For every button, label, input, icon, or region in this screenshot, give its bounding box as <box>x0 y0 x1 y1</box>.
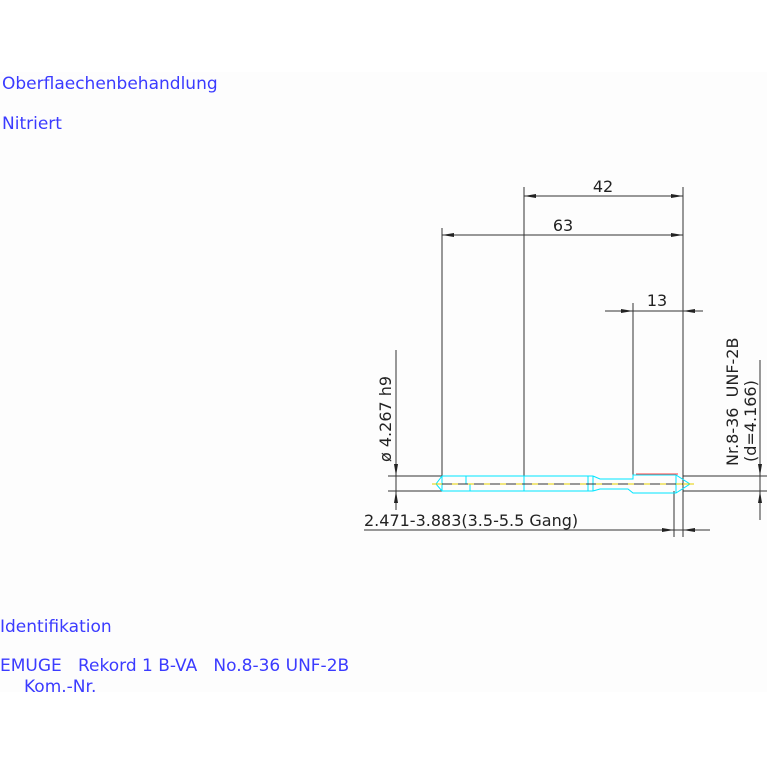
dimension-shank-diameter: ø 4.267 h9 <box>376 350 398 510</box>
dimension-63: 63 <box>442 216 683 237</box>
svg-text:(d=4.166): (d=4.166) <box>741 380 760 462</box>
svg-text:2.471-3.883(3.5-5.5 Gang): 2.471-3.883(3.5-5.5 Gang) <box>364 511 578 530</box>
svg-text:63: 63 <box>553 216 573 235</box>
svg-text:Nr.8-36 UNF-2B: Nr.8-36 UNF-2B <box>723 338 742 466</box>
sheet <box>0 72 767 692</box>
extension-lines <box>388 187 767 537</box>
ident-label: Identifikation <box>0 617 112 637</box>
dimension-13: 13 <box>605 291 703 313</box>
dimension-42: 42 <box>524 177 683 198</box>
svg-text:13: 13 <box>647 291 667 310</box>
svg-text:ø 4.267 h9: ø 4.267 h9 <box>376 376 395 462</box>
dimension-thread: Nr.8-36 UNF-2B (d=4.166) <box>723 338 762 520</box>
svg-text:42: 42 <box>593 177 613 196</box>
surface-value: Nitriert <box>2 114 62 134</box>
tap-tool <box>432 473 694 494</box>
ident-value: EMUGE Rekord 1 B-VA No.8-36 UNF-2B <box>0 656 349 676</box>
kom-label: Kom.-Nr. <box>24 677 96 697</box>
surface-label: Oberflaechenbehandlung <box>2 74 218 94</box>
dimension-chamfer: 2.471-3.883(3.5-5.5 Gang) <box>364 511 710 532</box>
